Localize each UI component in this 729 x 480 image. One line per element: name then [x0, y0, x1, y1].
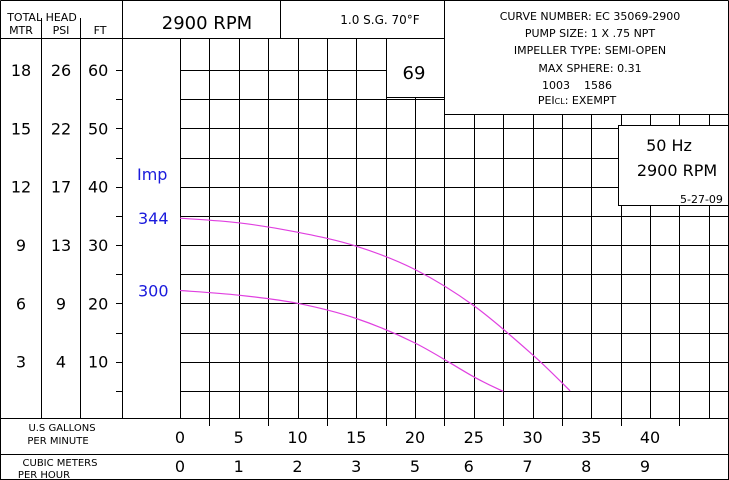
cmh-tick-label: 7	[522, 457, 532, 476]
freq-rpm-label: 2900 RPM	[637, 161, 717, 180]
pei-sub: CL	[555, 97, 566, 106]
head-mtr-label: 15	[11, 119, 31, 138]
head-psi-label: 13	[51, 236, 71, 255]
sg-temp-label: 1.0 S.G. 70°F	[340, 13, 420, 27]
gpm-axis-title-1: U.S GALLONS	[28, 423, 95, 434]
head-ft-label: 10	[88, 353, 108, 372]
head-psi-label: 17	[51, 178, 71, 197]
head-scale: 18 26 60 15 22 50 12 17 40 9 13 30 6 9 20 3 4 10	[11, 61, 123, 392]
gpm-axis-title-2: PER MINUTE	[27, 436, 88, 447]
impeller-label: Imp	[137, 165, 167, 184]
gpm-tick-label: 40	[640, 428, 660, 447]
cmh-axis-title-1: CUBIC METERS	[23, 458, 98, 469]
cmh-tick-label: 3	[351, 457, 361, 476]
head-ft-label: 20	[88, 294, 108, 313]
pei-label: PEICL: EXEMPT	[538, 94, 617, 107]
curve-number: CURVE NUMBER: EC 35069-2900	[500, 10, 681, 23]
max-sphere: MAX SPHERE: 0.31	[538, 62, 641, 75]
head-psi-label: 26	[51, 61, 71, 80]
cmh-tick-label: 5	[410, 457, 420, 476]
cmh-tick-label: 6	[464, 457, 474, 476]
cmh-tick-label: 2	[292, 457, 302, 476]
pei-prefix: PEI	[538, 94, 555, 107]
gpm-tick-label: 25	[464, 428, 484, 447]
head-ft-label: 60	[88, 61, 108, 80]
gpm-tick-label: 10	[287, 428, 307, 447]
pump-size: PUMP SIZE: 1 X .75 NPT	[525, 27, 656, 40]
impeller-curves: 344 300	[138, 209, 571, 392]
cmh-tick-label: 9	[640, 457, 650, 476]
date-code: 5-27-09	[680, 193, 723, 206]
total-head-label: TOTAL HEAD	[6, 11, 77, 24]
gpm-tick-label: 0	[175, 428, 185, 447]
cmh-tick-label: 0	[175, 457, 185, 476]
impeller-curve-label: 300	[138, 282, 169, 301]
head-mtr-label: 18	[11, 61, 31, 80]
gpm-tick-label: 20	[405, 428, 425, 447]
gpm-tick-label: 15	[346, 428, 366, 447]
head-ft-label: 50	[88, 119, 108, 138]
head-psi-label: 22	[51, 119, 71, 138]
impeller-type: IMPELLER TYPE: SEMI-OPEN	[514, 44, 666, 57]
head-ft-label: 30	[88, 236, 108, 255]
head-ft-label: 40	[88, 178, 108, 197]
freq-label: 50 Hz	[646, 136, 692, 155]
efficiency-box	[387, 39, 444, 97]
head-mtr-label: 3	[16, 353, 26, 372]
impeller-curve-344	[179, 217, 571, 392]
gpm-tick-label: 30	[522, 428, 542, 447]
info-box: CURVE NUMBER: EC 35069-2900 PUMP SIZE: 1…	[445, 1, 728, 114]
gpm-tick-label: 5	[234, 428, 244, 447]
head-mtr-label: 6	[16, 294, 26, 313]
cmh-axis-title-2: PER HOUR	[18, 470, 70, 480]
pei-value: : EXEMPT	[565, 94, 617, 107]
col-mtr-label: MTR	[9, 24, 33, 37]
gpm-tick-label: 35	[581, 428, 601, 447]
head-mtr-label: 12	[11, 178, 31, 197]
impeller-curve-label: 344	[138, 209, 169, 228]
col-psi-label: PSI	[53, 24, 70, 37]
freq-box	[619, 126, 728, 205]
cmh-tick-label: 1	[234, 457, 244, 476]
head-psi-label: 4	[56, 353, 66, 372]
cmh-axis: 0 1 2 3 5 6 7 8 9	[175, 457, 650, 476]
cmh-tick-label: 8	[581, 457, 591, 476]
head-psi-label: 9	[56, 294, 66, 313]
gpm-axis: 0 5 10 15 20 25 30 35 40	[175, 419, 680, 447]
head-mtr-label: 9	[16, 236, 26, 255]
codes-label: 1003 1586	[542, 79, 612, 92]
efficiency-label: 69	[403, 63, 426, 84]
impeller-curve-300	[179, 289, 504, 392]
rpm-title: 2900 RPM	[162, 13, 252, 34]
col-ft-label: FT	[94, 24, 107, 37]
